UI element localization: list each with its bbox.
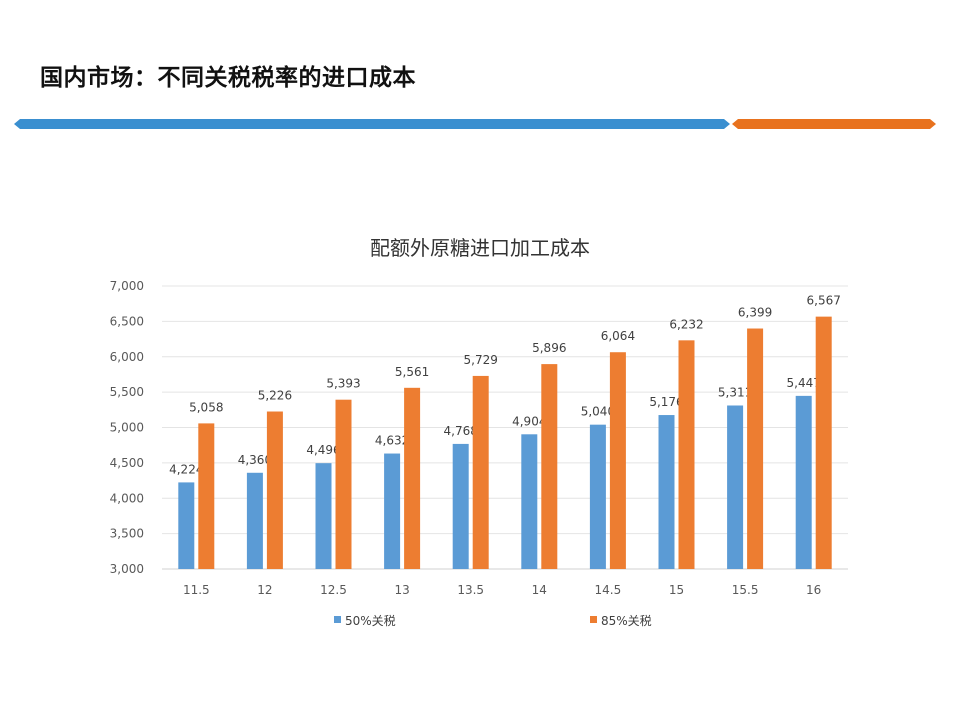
x-tick-label: 16 bbox=[806, 583, 821, 597]
header-divider bbox=[14, 119, 936, 129]
y-tick-label: 7,000 bbox=[110, 279, 144, 293]
page-title: 国内市场：不同关税税率的进口成本 bbox=[40, 65, 416, 91]
bar-series2 bbox=[609, 352, 626, 569]
data-label: 5,729 bbox=[464, 353, 498, 367]
legend-label: 50%关税 bbox=[345, 614, 396, 628]
y-tick-label: 4,000 bbox=[110, 491, 144, 505]
x-tick-label: 13.5 bbox=[457, 583, 484, 597]
y-tick-label: 6,500 bbox=[110, 314, 144, 328]
y-tick-label: 4,500 bbox=[110, 456, 144, 470]
x-tick-label: 14 bbox=[532, 583, 547, 597]
data-label: 6,064 bbox=[601, 329, 635, 343]
bar-series2 bbox=[472, 375, 489, 569]
data-label: 5,226 bbox=[258, 389, 292, 403]
y-tick-label: 3,500 bbox=[110, 527, 144, 541]
bar-series1 bbox=[521, 434, 538, 569]
data-label: 5,896 bbox=[532, 341, 566, 355]
data-label: 5,561 bbox=[395, 365, 429, 379]
data-label: 5,040 bbox=[581, 405, 615, 419]
x-tick-label: 11.5 bbox=[183, 583, 210, 597]
bar-series2 bbox=[404, 387, 421, 569]
data-label: 4,224 bbox=[169, 462, 203, 476]
data-label: 6,567 bbox=[807, 294, 841, 308]
data-label: 4,904 bbox=[512, 414, 546, 428]
x-tick-label: 12 bbox=[257, 583, 272, 597]
bar-series2 bbox=[198, 423, 215, 569]
data-label: 4,360 bbox=[238, 453, 272, 467]
bar-series2 bbox=[747, 328, 764, 569]
data-label: 4,632 bbox=[375, 434, 409, 448]
bar-series1 bbox=[315, 463, 332, 569]
legend-swatch bbox=[334, 616, 341, 623]
bar-series2 bbox=[335, 399, 352, 569]
bar-series1 bbox=[452, 443, 469, 569]
legend-swatch bbox=[590, 616, 597, 623]
x-tick-label: 12.5 bbox=[320, 583, 347, 597]
bar-series1 bbox=[589, 424, 606, 569]
data-label: 5,058 bbox=[189, 400, 223, 414]
data-label: 6,399 bbox=[738, 306, 772, 320]
data-label: 5,447 bbox=[787, 376, 821, 390]
data-label: 5,393 bbox=[326, 377, 360, 391]
data-label: 5,176 bbox=[649, 395, 683, 409]
data-label: 5,311 bbox=[718, 385, 752, 399]
data-label: 4,768 bbox=[444, 424, 478, 438]
bar-series1 bbox=[658, 415, 675, 569]
y-tick-label: 5,500 bbox=[110, 385, 144, 399]
data-label: 4,496 bbox=[306, 443, 340, 457]
bar-series2 bbox=[815, 316, 832, 569]
data-label: 6,232 bbox=[669, 317, 703, 331]
x-tick-label: 14.5 bbox=[595, 583, 622, 597]
chart-title: 配额外原糖进口加工成本 bbox=[370, 236, 590, 260]
bar-series1 bbox=[795, 395, 812, 569]
legend-label: 85%关税 bbox=[601, 614, 652, 628]
divider-bar-blue bbox=[14, 119, 730, 129]
bar-series1 bbox=[246, 472, 263, 569]
bar-series1 bbox=[178, 482, 195, 569]
x-tick-label: 15 bbox=[669, 583, 684, 597]
divider-bar-orange bbox=[732, 119, 936, 129]
y-tick-label: 6,000 bbox=[110, 350, 144, 364]
bar-series2 bbox=[678, 340, 695, 569]
x-tick-label: 13 bbox=[394, 583, 409, 597]
bar-series2 bbox=[541, 364, 558, 569]
bar-series1 bbox=[384, 453, 401, 569]
x-tick-label: 15.5 bbox=[732, 583, 759, 597]
y-tick-label: 3,000 bbox=[110, 562, 144, 576]
y-tick-label: 5,000 bbox=[110, 421, 144, 435]
bar-series2 bbox=[266, 411, 283, 569]
bar-series1 bbox=[727, 405, 744, 569]
